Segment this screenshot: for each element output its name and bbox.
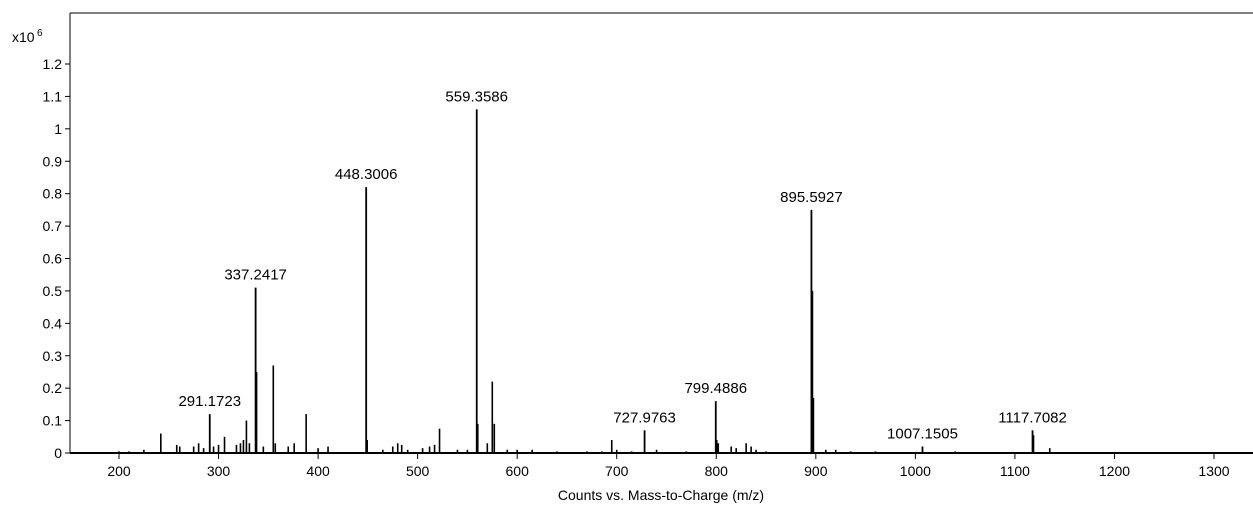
y-tick-label: 0.3 — [43, 348, 63, 364]
y-axis-ticks: 0 0.1 0.2 0.3 0.4 0.5 0.6 0.7 0.8 0.9 1 1.1 1.2 — [43, 56, 70, 461]
peak-label: 895.5927 — [780, 189, 843, 206]
peak-labels: 291.1723 337.2417 448.3006 559.3586 727.9763… — [178, 88, 1066, 442]
peak-label: 1117.7082 — [998, 409, 1067, 426]
y-tick-label: 0.8 — [43, 186, 63, 202]
x-tick-label: 800 — [705, 463, 729, 479]
peak-label: 1007.1505 — [887, 426, 958, 443]
y-tick-label: 0.2 — [43, 380, 63, 396]
peak-label: 337.2417 — [224, 267, 287, 284]
y-multiplier: x10 6 — [12, 28, 43, 45]
x-tick-label: 400 — [306, 463, 330, 479]
y-tick-label: 1.2 — [43, 56, 63, 72]
x-tick-label: 1000 — [900, 463, 931, 479]
y-tick-label: 0.4 — [43, 315, 63, 331]
x-tick-label: 1100 — [1000, 463, 1030, 479]
y-tick-label: 1 — [54, 121, 62, 137]
y-multiplier-exponent: 6 — [37, 28, 43, 39]
peak-label: 727.9763 — [613, 409, 676, 426]
x-tick-label: 200 — [107, 463, 131, 479]
y-tick-label: 0.1 — [43, 413, 63, 429]
x-axis-ticks: 200 300 400 500 600 700 800 900 1000 1100 1200 1300 — [107, 453, 1230, 479]
minor-peaks — [118, 290, 1051, 453]
y-tick-label: 0.9 — [43, 153, 63, 169]
y-tick-label: 0.7 — [43, 218, 63, 234]
y-multiplier-label: x10 — [12, 29, 35, 45]
x-tick-label: 600 — [506, 463, 530, 479]
x-tick-label: 1300 — [1198, 463, 1229, 479]
peak-label: 291.1723 — [178, 393, 241, 410]
y-tick-label: 1.1 — [43, 88, 63, 104]
x-tick-label: 300 — [207, 463, 231, 479]
x-tick-label: 1200 — [1099, 463, 1130, 479]
y-tick-label: 0.5 — [43, 283, 63, 299]
labeled-peaks — [208, 109, 1034, 453]
y-tick-label: 0 — [54, 445, 62, 461]
peak-label: 799.4886 — [684, 380, 747, 397]
peak-label: 448.3006 — [335, 166, 398, 183]
peak-label: 559.3586 — [445, 88, 508, 105]
x-tick-label: 500 — [406, 463, 430, 479]
x-tick-label: 700 — [605, 463, 629, 479]
x-tick-label: 900 — [804, 463, 828, 479]
x-axis-title: Counts vs. Mass-to-Charge (m/z) — [558, 487, 764, 503]
y-tick-label: 0.6 — [43, 251, 63, 267]
